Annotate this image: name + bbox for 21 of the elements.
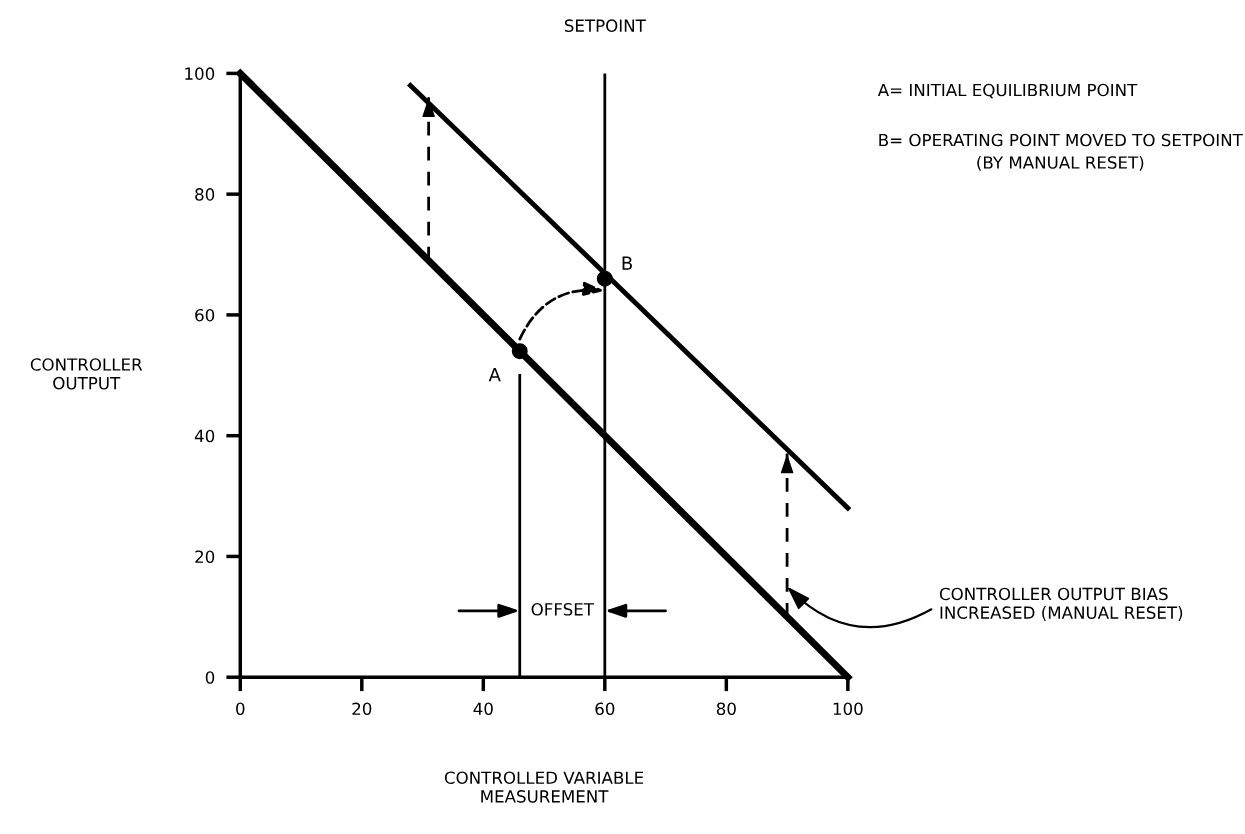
y-tick-label: 0 bbox=[205, 671, 215, 684]
x-tick-label: 80 bbox=[716, 702, 736, 716]
annotation: OFFSET bbox=[531, 603, 594, 616]
y-tick-label: 100 bbox=[185, 67, 215, 80]
y-tick-label: 20 bbox=[195, 550, 215, 564]
ref-line-label: SETPOINT bbox=[564, 19, 646, 32]
x-tick-label: 20 bbox=[352, 702, 372, 716]
text: B= OPERATING POINT MOVED TO SETPOINT (BY MANUAL RESET) bbox=[879, 133, 1243, 171]
annotation: B bbox=[622, 256, 632, 270]
y-tick-label: 40 bbox=[194, 429, 215, 443]
y-axis-title: CONTROLLER OUTPUT bbox=[30, 358, 143, 390]
y-tick-label: 60 bbox=[195, 308, 215, 322]
x-tick-label: 0 bbox=[236, 702, 245, 716]
x-axis-title: CONTROLLED VARIABLE MEASUREMENT bbox=[444, 771, 644, 803]
x-tick-label: 100 bbox=[833, 702, 863, 716]
annotation: CONTROLLER OUTPUT BIAS INCREASED (MANUAL RESET) bbox=[939, 587, 1183, 621]
y-tick-label: 80 bbox=[195, 188, 215, 201]
x-tick-label: 40 bbox=[473, 702, 493, 716]
annotation: A bbox=[488, 367, 501, 382]
text: A= INITIAL EQUILIBRIUM POINT bbox=[877, 83, 1138, 99]
x-tick-label: 60 bbox=[595, 702, 615, 716]
